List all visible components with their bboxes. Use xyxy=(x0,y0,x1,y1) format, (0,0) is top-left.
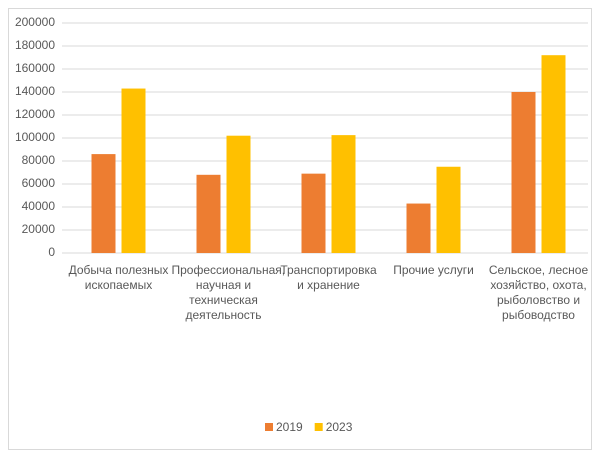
bar xyxy=(301,173,326,253)
bar xyxy=(91,154,116,253)
legend-swatch xyxy=(265,423,273,431)
y-tick-label: 120000 xyxy=(15,107,55,121)
x-tick-label: Прочие услуги xyxy=(393,263,474,277)
legend-label: 2023 xyxy=(326,420,353,434)
bar xyxy=(436,166,461,253)
legend-label: 2019 xyxy=(276,420,303,434)
bar xyxy=(331,135,356,253)
y-tick-label: 180000 xyxy=(15,38,55,52)
bar xyxy=(511,92,536,253)
legend-swatch xyxy=(314,423,323,431)
y-tick-label: 160000 xyxy=(15,61,55,75)
y-tick-label: 20000 xyxy=(22,222,56,236)
bar xyxy=(121,88,146,253)
x-tick-label: Профессиональная, научная и техническая … xyxy=(171,263,286,322)
chart-border xyxy=(8,8,592,450)
x-tick-label: Транспортировка и хранение xyxy=(280,263,377,292)
y-tick-label: 200000 xyxy=(15,15,55,29)
bar xyxy=(226,135,251,253)
x-tick-label: Сельское, лесное хозяйство, охота, рыбол… xyxy=(488,263,589,322)
y-tick-label: 80000 xyxy=(22,153,56,167)
y-tick-label: 140000 xyxy=(15,84,55,98)
y-tick-label: 100000 xyxy=(15,130,55,144)
x-tick-label: Добыча полезных ископаемых xyxy=(68,263,169,292)
y-tick-label: 0 xyxy=(48,245,55,259)
bar xyxy=(541,55,566,254)
bar xyxy=(196,174,221,253)
bar xyxy=(406,203,431,253)
y-tick-label: 40000 xyxy=(22,199,56,213)
y-tick-label: 60000 xyxy=(22,176,56,190)
